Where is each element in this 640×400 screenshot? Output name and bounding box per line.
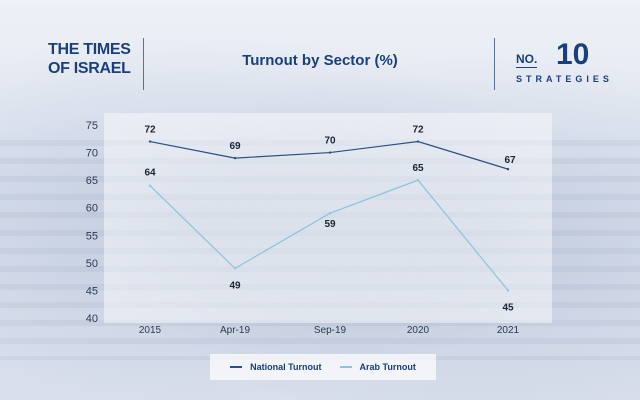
data-point	[233, 156, 237, 160]
times-of-israel-logo: THE TIMES OF ISRAEL	[48, 40, 131, 78]
x-tick-label: 2021	[497, 325, 520, 336]
data-label: 72	[412, 125, 424, 136]
series-line-arab	[149, 179, 509, 291]
logo-line-1: THE TIMES	[48, 41, 131, 58]
badge-no: NO.	[516, 52, 538, 68]
data-point	[506, 167, 510, 171]
y-tick-label: 70	[86, 148, 98, 160]
data-point	[328, 151, 332, 154]
badge-text: STRATEGIES	[516, 74, 613, 84]
no10-strategies-logo: NO. 10 STRATEGIES	[506, 40, 616, 90]
data-point	[148, 140, 152, 143]
legend-label-national: National Turnout	[250, 362, 322, 372]
header: THE TIMES OF ISRAEL Turnout by Sector (%…	[0, 0, 640, 110]
x-tick-label: 2015	[139, 325, 162, 336]
x-tick-label: Apr-19	[220, 325, 250, 336]
chart-title: Turnout by Sector (%)	[242, 52, 398, 69]
y-tick-label: 55	[86, 230, 98, 242]
header-divider-left	[143, 38, 144, 90]
data-label: 70	[324, 136, 336, 147]
x-tick-label: 2020	[407, 325, 430, 336]
data-point	[506, 289, 510, 292]
legend-swatch-national	[230, 366, 243, 368]
data-point	[233, 267, 237, 270]
data-label: 64	[144, 168, 156, 179]
x-tick-label: Sep-19	[314, 325, 347, 336]
legend-item-national: National Turnout	[230, 362, 322, 372]
data-point	[148, 184, 152, 187]
data-label: 72	[144, 125, 156, 136]
data-label: 45	[502, 302, 514, 313]
legend: National Turnout Arab Turnout	[210, 354, 436, 380]
legend-swatch-arab	[339, 366, 352, 368]
data-label: 69	[229, 141, 241, 152]
header-divider-right	[494, 38, 495, 90]
legend-label-arab: Arab Turnout	[359, 362, 416, 372]
legend-item-arab: Arab Turnout	[339, 362, 416, 372]
y-tick-label: 75	[86, 120, 98, 132]
y-tick-label: 60	[86, 203, 98, 215]
chart-panel	[104, 113, 552, 323]
data-point	[328, 212, 332, 215]
y-tick-label: 65	[86, 175, 98, 187]
y-tick-label: 40	[86, 313, 98, 325]
data-label: 59	[324, 219, 336, 230]
y-tick-label: 50	[86, 258, 98, 270]
data-point	[416, 178, 420, 182]
y-tick-label: 45	[86, 285, 98, 297]
data-label: 67	[504, 155, 516, 166]
data-point	[416, 140, 420, 143]
data-label: 65	[412, 163, 424, 174]
logo-line-2: OF ISRAEL	[48, 60, 131, 77]
data-label: 49	[229, 280, 241, 291]
background-seating	[0, 140, 640, 360]
badge-number: 10	[556, 38, 590, 71]
